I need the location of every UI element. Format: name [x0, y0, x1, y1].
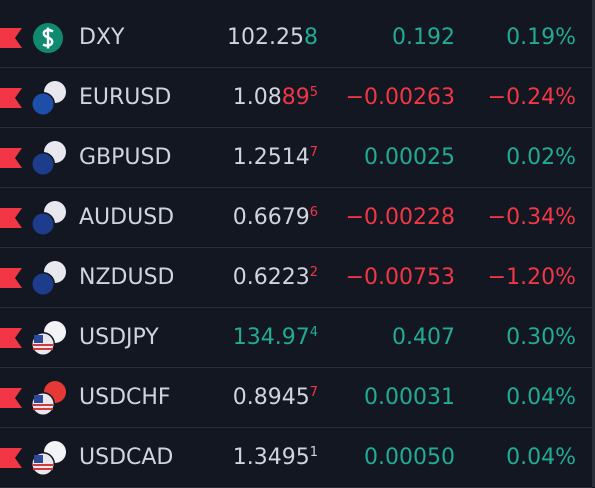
price-sup: 6 — [309, 205, 318, 220]
price-tail: 8 — [304, 25, 318, 50]
watchlist-row[interactable]: GBPUSD 1.25147 0.00025 0.02% — [0, 128, 592, 188]
price: 0.66796 — [233, 204, 318, 232]
watchlist-row[interactable]: USDCAD 1.34951 0.00050 0.04% — [0, 428, 592, 488]
icon-front — [32, 93, 54, 115]
watchlist-row[interactable]: EURUSD 1.08895 −0.00263 −0.24% — [0, 68, 592, 128]
change-pct: 0.30% — [506, 325, 576, 350]
icon-canton — [34, 395, 43, 403]
symbol: USDCHF — [79, 385, 171, 410]
change: 0.00050 — [364, 445, 455, 470]
symbol: AUDUSD — [79, 205, 173, 230]
icon-stripe — [33, 464, 53, 466]
icon-front — [32, 273, 54, 295]
row-icons — [0, 201, 66, 236]
row-icons — [0, 441, 66, 476]
icon-canton — [34, 455, 43, 463]
price: 1.08895 — [233, 84, 318, 112]
flag — [0, 208, 22, 228]
watchlist-row[interactable]: USDCHF 0.89457 0.00031 0.04% — [0, 368, 592, 428]
symbol: NZDUSD — [79, 265, 173, 290]
price: 1.34951 — [233, 444, 318, 472]
symbol: USDJPY — [79, 325, 159, 350]
icon-canton — [34, 335, 43, 343]
row-icons — [0, 261, 66, 296]
symbol: USDCAD — [79, 445, 173, 470]
change-pct: 0.02% — [506, 145, 576, 170]
change-pct: −0.24% — [487, 85, 576, 110]
symbol: DXY — [79, 25, 125, 50]
price-main: 0.8945 — [232, 385, 310, 410]
change: −0.00753 — [345, 265, 455, 290]
change-pct: 0.04% — [506, 385, 576, 410]
icon-stripe — [33, 348, 53, 350]
change: 0.407 — [392, 325, 455, 350]
flag — [0, 28, 22, 48]
row-icons — [0, 141, 66, 176]
row-icons — [0, 23, 63, 53]
icon-stripe — [33, 344, 53, 346]
flag — [0, 388, 22, 408]
icon-front — [32, 213, 54, 235]
price: 102.258 — [227, 24, 318, 52]
price-main: 134.97 — [232, 325, 310, 350]
row-icons — [0, 81, 66, 116]
symbol: GBPUSD — [79, 145, 172, 170]
change-pct: 0.19% — [506, 25, 576, 50]
price-sup: 1 — [309, 445, 318, 460]
change-pct: −0.34% — [487, 205, 576, 230]
flag — [0, 88, 22, 108]
scrollbar-edge — [592, 0, 595, 487]
change: 0.192 — [392, 25, 455, 50]
price-sup: 7 — [309, 145, 318, 160]
icon-front — [32, 153, 54, 175]
price-main: 0.6679 — [232, 205, 310, 230]
icon-stripe — [33, 468, 53, 470]
icon-glyph — [42, 27, 54, 49]
change-pct: −1.20% — [487, 265, 576, 290]
flag — [0, 148, 22, 168]
watchlist-row[interactable]: DXY 102.258 0.192 0.19% — [0, 8, 592, 68]
row-icons — [0, 321, 66, 356]
watchlist-row[interactable]: USDJPY 134.974 0.407 0.30% — [0, 308, 592, 368]
price-main: 1.3495 — [232, 445, 310, 470]
price-sup: 4 — [309, 325, 318, 340]
price-sup: 5 — [309, 85, 318, 100]
flag — [0, 328, 22, 348]
change: 0.00031 — [364, 385, 455, 410]
watchlist-row[interactable]: NZDUSD 0.62232 −0.00753 −1.20% — [0, 248, 592, 308]
row-icons — [0, 381, 66, 416]
icon-stripe — [33, 404, 53, 406]
flag — [0, 268, 22, 288]
change: 0.00025 — [364, 145, 455, 170]
change-pct: 0.04% — [506, 445, 576, 470]
price: 0.62232 — [233, 264, 318, 292]
price-main: 1.2514 — [232, 145, 310, 170]
price-sup: 7 — [309, 385, 318, 400]
price-main: 0.6223 — [232, 265, 310, 290]
icon-stripe — [33, 408, 53, 410]
symbol: EURUSD — [79, 85, 172, 110]
price-tail: 89 — [281, 85, 310, 110]
change: −0.00263 — [345, 85, 455, 110]
watchlist-row[interactable]: AUDUSD 0.66796 −0.00228 −0.34% — [0, 188, 592, 248]
price-sup: 2 — [309, 265, 318, 280]
price: 0.89457 — [233, 384, 318, 412]
change: −0.00228 — [345, 205, 455, 230]
price-main: 1.08 — [232, 85, 282, 110]
price-main: 102.25 — [227, 25, 304, 50]
price: 134.974 — [233, 324, 318, 352]
price: 1.25147 — [233, 144, 318, 172]
flag — [0, 448, 22, 468]
